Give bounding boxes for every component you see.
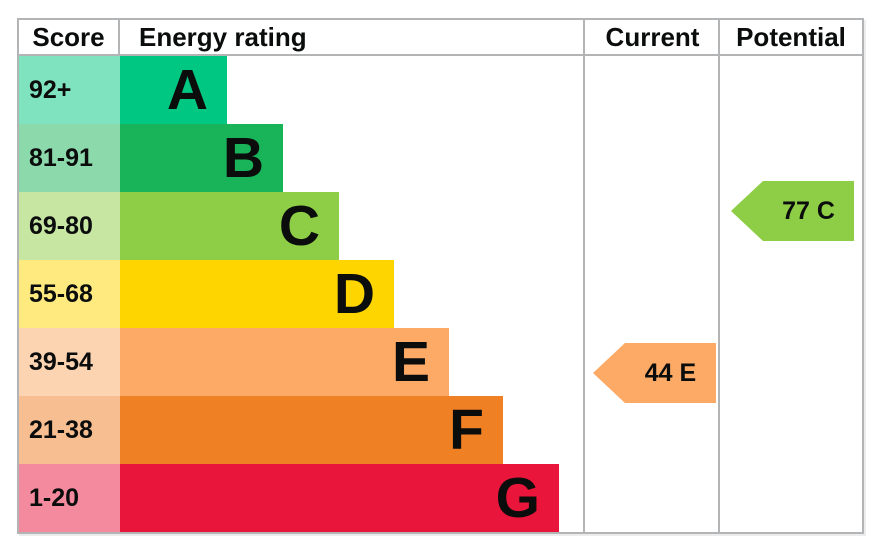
band-bar-b: B xyxy=(120,124,283,192)
table-header: Score Energy rating Current Potential xyxy=(19,20,862,56)
band-bar-a: A xyxy=(120,56,227,124)
band-bar-f: F xyxy=(120,396,503,464)
band-rows: 92+ A 81-91 B 69-80 C 55-68 D 39-54 E 21-38 F 1-20 G xyxy=(19,56,862,532)
score-range-label: 92+ xyxy=(19,56,120,124)
header-energy-rating: Energy rating xyxy=(139,22,307,52)
score-range-label: 39-54 xyxy=(19,328,120,396)
band-row-f: 21-38 F xyxy=(19,396,862,464)
header-score: Score xyxy=(19,20,120,54)
band-row-a: 92+ A xyxy=(19,56,862,124)
current-rating-label: 44 E xyxy=(644,358,697,387)
band-bar-c: C xyxy=(120,192,339,260)
band-bar-g: G xyxy=(120,464,559,532)
column-divider-potential xyxy=(718,20,720,532)
score-range-label: 21-38 xyxy=(19,396,120,464)
band-row-c: 69-80 C xyxy=(19,192,862,260)
band-bar-d: D xyxy=(120,260,394,328)
score-range-label: 55-68 xyxy=(19,260,120,328)
epc-table: Score Energy rating Current Potential 92… xyxy=(17,18,864,534)
score-range-label: 1-20 xyxy=(19,464,120,532)
header-current: Current xyxy=(605,22,700,52)
score-range-label: 69-80 xyxy=(19,192,120,260)
header-potential: Potential xyxy=(736,22,846,52)
potential-rating-label: 77 C xyxy=(782,196,835,225)
band-row-e: 39-54 E xyxy=(19,328,862,396)
column-divider-current xyxy=(583,20,585,532)
band-bar-e: E xyxy=(120,328,449,396)
band-row-d: 55-68 D xyxy=(19,260,862,328)
band-row-b: 81-91 B xyxy=(19,124,862,192)
band-row-g: 1-20 G xyxy=(19,464,862,532)
score-range-label: 81-91 xyxy=(19,124,120,192)
